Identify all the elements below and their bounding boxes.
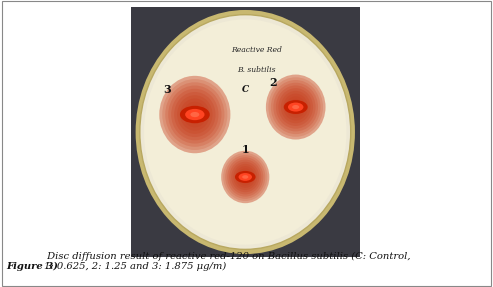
Ellipse shape (185, 109, 205, 120)
Ellipse shape (288, 99, 303, 115)
Ellipse shape (174, 92, 215, 137)
Ellipse shape (177, 95, 212, 134)
Bar (131, 7, 360, 257)
Text: 3: 3 (164, 84, 171, 95)
Ellipse shape (223, 153, 267, 201)
Ellipse shape (168, 86, 221, 144)
Ellipse shape (239, 173, 252, 181)
Ellipse shape (221, 151, 269, 203)
Ellipse shape (276, 86, 316, 129)
Ellipse shape (268, 77, 323, 137)
Ellipse shape (165, 82, 224, 147)
Text: B. subtilis: B. subtilis (238, 66, 276, 73)
Text: C: C (242, 85, 249, 94)
Ellipse shape (286, 96, 306, 118)
Ellipse shape (266, 75, 325, 139)
Ellipse shape (242, 175, 248, 179)
Text: 2: 2 (269, 77, 277, 88)
Text: Figure 3): Figure 3) (6, 262, 58, 271)
Ellipse shape (190, 112, 199, 117)
Ellipse shape (162, 79, 227, 150)
Ellipse shape (189, 108, 201, 121)
Ellipse shape (186, 105, 204, 124)
Ellipse shape (229, 160, 261, 195)
Ellipse shape (288, 102, 304, 112)
Ellipse shape (136, 10, 355, 254)
Ellipse shape (241, 172, 249, 181)
Text: Reactive Red: Reactive Red (231, 46, 282, 54)
Ellipse shape (225, 155, 265, 199)
Ellipse shape (243, 175, 247, 179)
Ellipse shape (221, 151, 269, 203)
Ellipse shape (233, 164, 257, 190)
Text: Disc diffusion result of reactive red-120 on Bacillus subtilis (C: Control,
1: 0: Disc diffusion result of reactive red-12… (44, 251, 411, 271)
Ellipse shape (239, 170, 251, 183)
Ellipse shape (227, 157, 263, 197)
Ellipse shape (159, 76, 230, 153)
Ellipse shape (237, 168, 253, 186)
Ellipse shape (283, 94, 308, 121)
Ellipse shape (281, 91, 311, 123)
Ellipse shape (293, 104, 298, 110)
Ellipse shape (183, 102, 207, 127)
Ellipse shape (144, 19, 347, 245)
Text: 1: 1 (242, 144, 249, 155)
Ellipse shape (273, 83, 318, 131)
Ellipse shape (266, 75, 325, 139)
Ellipse shape (279, 88, 313, 126)
Ellipse shape (140, 15, 351, 249)
Ellipse shape (271, 80, 320, 134)
Ellipse shape (235, 171, 255, 183)
Ellipse shape (235, 166, 255, 188)
Ellipse shape (291, 102, 301, 113)
Ellipse shape (180, 106, 210, 123)
Ellipse shape (231, 162, 259, 192)
Ellipse shape (180, 98, 210, 131)
Ellipse shape (284, 100, 308, 114)
Ellipse shape (292, 105, 299, 109)
Ellipse shape (171, 89, 218, 140)
Ellipse shape (192, 111, 198, 118)
Ellipse shape (159, 76, 230, 153)
